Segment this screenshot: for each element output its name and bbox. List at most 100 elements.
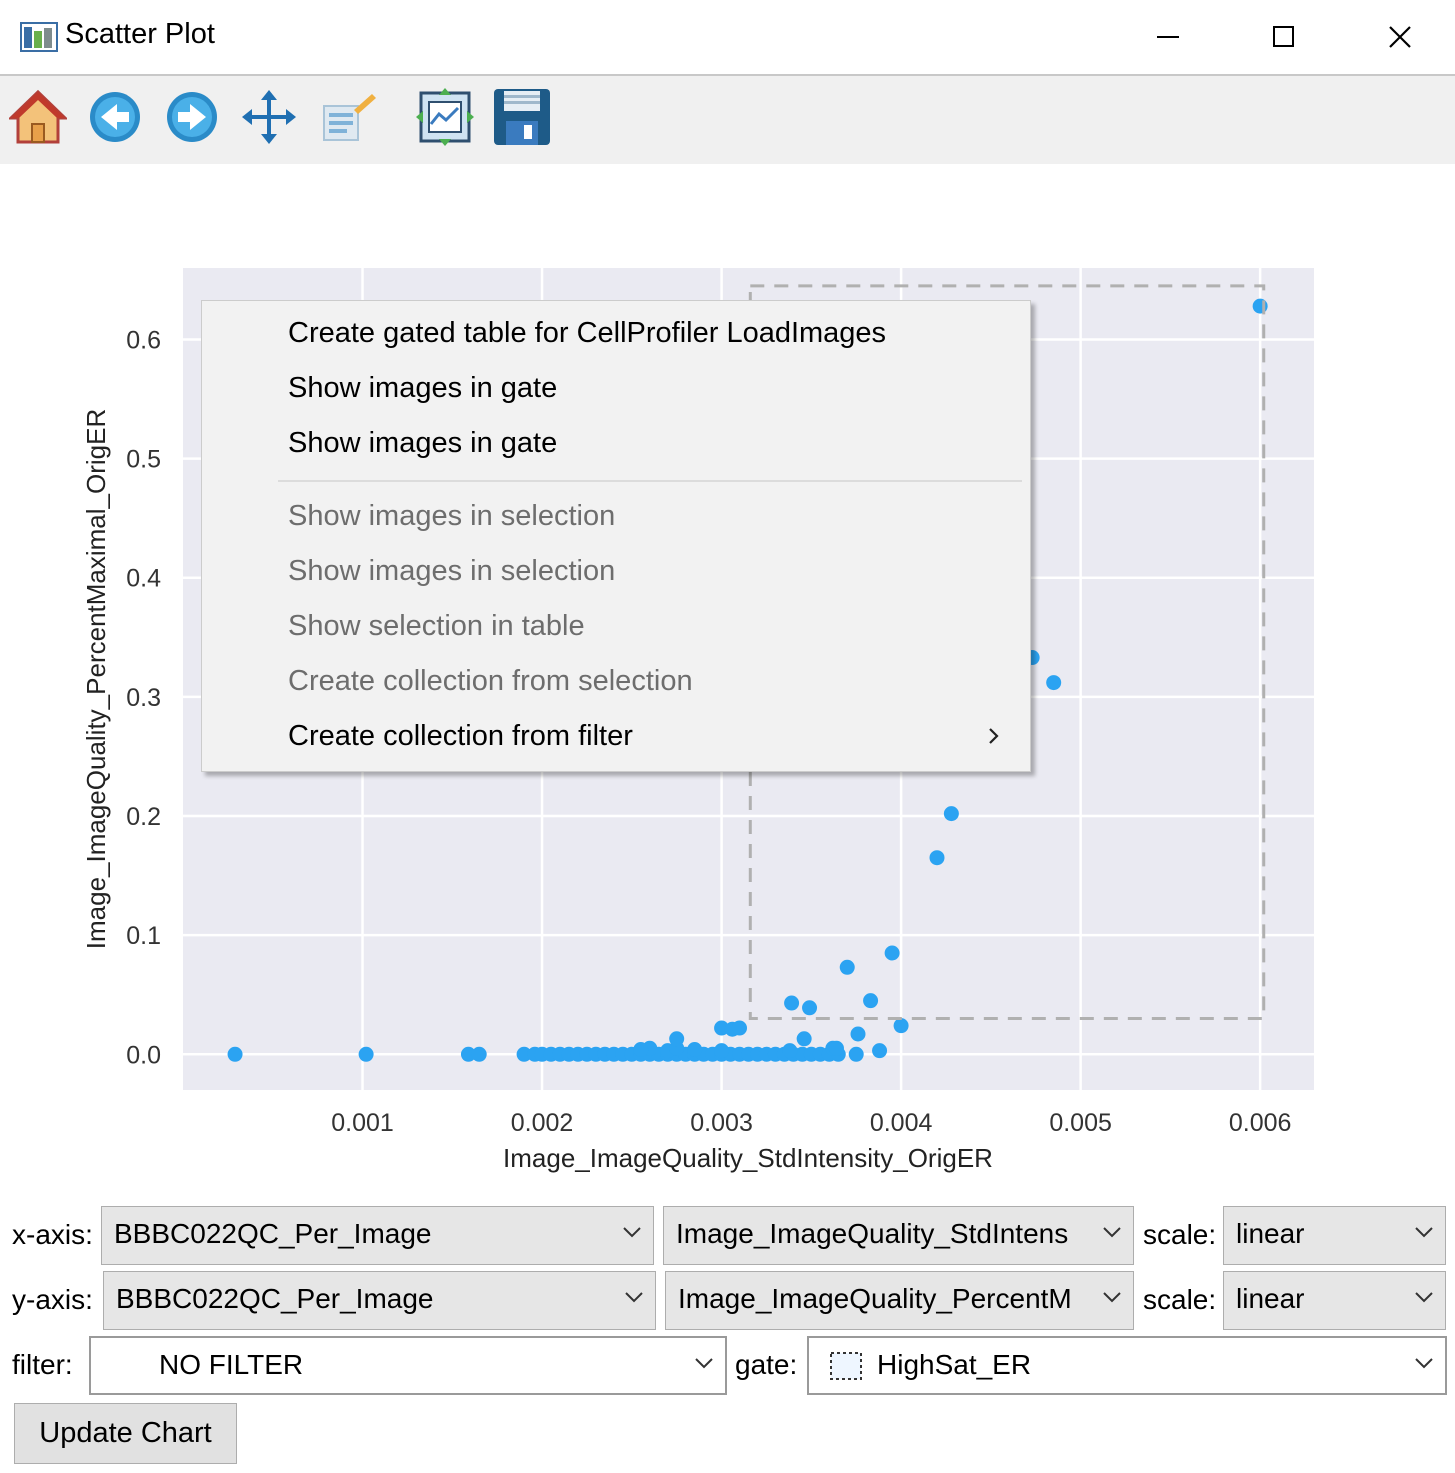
menu-item-show-images-in-selection[interactable]: Show images in selection — [288, 500, 616, 532]
menu-item-create-collection-from-filter[interactable]: Create collection from filter — [288, 720, 633, 752]
home-button[interactable] — [7, 86, 69, 148]
data-point — [848, 1046, 864, 1062]
chevron-down-icon — [1415, 1358, 1433, 1369]
gate-select[interactable]: HighSat_ER — [807, 1336, 1447, 1395]
forward-arrow-icon — [167, 92, 217, 142]
update-chart-button[interactable]: Update Chart — [14, 1403, 237, 1464]
data-point — [839, 959, 855, 975]
chevron-down-icon — [1103, 1292, 1121, 1303]
zoom-to-rect-icon — [416, 88, 474, 146]
y-tick-label: 0.4 — [126, 565, 161, 593]
x-axis-column-select[interactable]: Image_ImageQuality_StdIntens — [663, 1206, 1134, 1265]
data-point — [828, 1040, 844, 1056]
chevron-down-icon — [695, 1358, 713, 1369]
y-tick-label: 0.3 — [126, 684, 161, 712]
pan-button[interactable] — [238, 86, 300, 148]
data-point — [732, 1020, 748, 1036]
data-point — [460, 1046, 476, 1062]
data-point — [227, 1046, 243, 1062]
submenu-chevron-icon — [989, 728, 999, 744]
y-scale-select[interactable]: linear — [1223, 1271, 1446, 1330]
x-tick-label: 0.006 — [1229, 1109, 1292, 1137]
x-scale-select[interactable]: linear — [1223, 1206, 1446, 1265]
save-button[interactable] — [491, 86, 553, 148]
menu-item-show-images-in-gate-2[interactable]: Show images in gate — [288, 427, 558, 459]
menu-item-show-selection-in-table[interactable]: Show selection in table — [288, 610, 585, 642]
data-point — [784, 995, 800, 1011]
filter-select[interactable]: NO FILTER — [89, 1336, 727, 1395]
back-button[interactable] — [84, 86, 146, 148]
y-scale-value: linear — [1236, 1283, 1305, 1314]
x-tick-label: 0.004 — [870, 1109, 933, 1137]
minimize-button[interactable] — [1110, 0, 1226, 74]
data-point — [1252, 298, 1268, 314]
data-point — [1046, 675, 1062, 691]
x-scale-value: linear — [1236, 1218, 1305, 1249]
close-button[interactable] — [1342, 0, 1455, 74]
app-icon — [20, 22, 58, 52]
maximize-button[interactable] — [1226, 0, 1342, 74]
chevron-down-icon — [1103, 1227, 1121, 1238]
menu-separator — [278, 480, 1022, 482]
forward-button[interactable] — [161, 86, 223, 148]
chevron-down-icon — [623, 1227, 641, 1238]
y-tick-label: 0.6 — [126, 326, 161, 354]
y-axis-table-select[interactable]: BBBC022QC_Per_Image — [103, 1271, 656, 1330]
chevron-down-icon — [625, 1292, 643, 1303]
x-tick-label: 0.003 — [690, 1109, 753, 1137]
y-axis-table-value: BBBC022QC_Per_Image — [116, 1283, 434, 1314]
data-point — [782, 1043, 798, 1059]
data-point — [687, 1041, 703, 1057]
configure-subplots-button[interactable] — [316, 86, 378, 148]
data-points — [227, 298, 1268, 1062]
data-point — [802, 1000, 818, 1016]
save-icon — [494, 89, 550, 145]
data-point — [516, 1046, 532, 1062]
x-axis-row-label: x-axis: — [12, 1219, 93, 1250]
x-tick-label: 0.001 — [331, 1109, 394, 1137]
menu-item-show-images-in-gate[interactable]: Show images in gate — [288, 372, 558, 404]
x-tick-label: 0.005 — [1049, 1109, 1112, 1137]
y-axis-column-select[interactable]: Image_ImageQuality_PercentM — [665, 1271, 1134, 1330]
x-tick-label: 0.002 — [511, 1109, 574, 1137]
data-point — [863, 993, 879, 1009]
back-arrow-icon — [90, 92, 140, 142]
y-scale-label: scale: — [1143, 1284, 1217, 1315]
x-axis-table-select[interactable]: BBBC022QC_Per_Image — [101, 1206, 654, 1265]
y-tick-label: 0.2 — [126, 803, 161, 831]
y-tick-label: 0.1 — [126, 922, 161, 950]
maximize-icon — [1273, 26, 1294, 47]
data-point — [358, 1046, 374, 1062]
window-title: Scatter Plot — [65, 18, 215, 50]
y-axis-row-label: y-axis: — [12, 1284, 93, 1315]
filter-value: NO FILTER — [159, 1349, 304, 1380]
y-axis-label: Image_ImageQuality_PercentMaximal_OrigER — [81, 409, 111, 949]
zoom-to-rect-button[interactable] — [414, 86, 476, 148]
data-point — [884, 945, 900, 961]
menu-item-show-images-in-selection-2[interactable]: Show images in selection — [288, 555, 616, 587]
menu-item-create-collection-from-selection[interactable]: Create collection from selection — [288, 665, 693, 697]
menu-item-create-gated-table[interactable]: Create gated table for CellProfiler Load… — [288, 317, 887, 349]
data-point — [471, 1046, 487, 1062]
chevron-down-icon — [1415, 1227, 1433, 1238]
gate-value: HighSat_ER — [877, 1349, 1032, 1380]
gate-label: gate: — [735, 1349, 798, 1380]
context-menu: Create gated table for CellProfiler Load… — [201, 300, 1031, 772]
tick-labels: 0.001 0.002 0.003 0.004 0.005 0.006 0.0 0.1 0.2 0… — [126, 326, 1291, 1137]
configure-subplots-icon — [323, 94, 376, 141]
filter-label: filter: — [12, 1349, 73, 1380]
data-point — [850, 1026, 866, 1042]
data-point — [633, 1041, 649, 1057]
data-point — [714, 1043, 730, 1059]
data-point — [943, 806, 959, 822]
title-bar: Scatter Plot — [0, 0, 1455, 76]
data-point — [929, 850, 945, 866]
close-icon — [1389, 26, 1411, 48]
y-tick-label: 0.5 — [126, 446, 161, 474]
x-axis-label: Image_ImageQuality_StdIntensity_OrigER — [503, 1143, 993, 1173]
home-icon — [9, 89, 67, 144]
gate-rect-icon — [830, 1352, 862, 1380]
data-point — [669, 1031, 685, 1047]
data-point — [796, 1031, 812, 1047]
minimize-icon — [1157, 36, 1179, 38]
